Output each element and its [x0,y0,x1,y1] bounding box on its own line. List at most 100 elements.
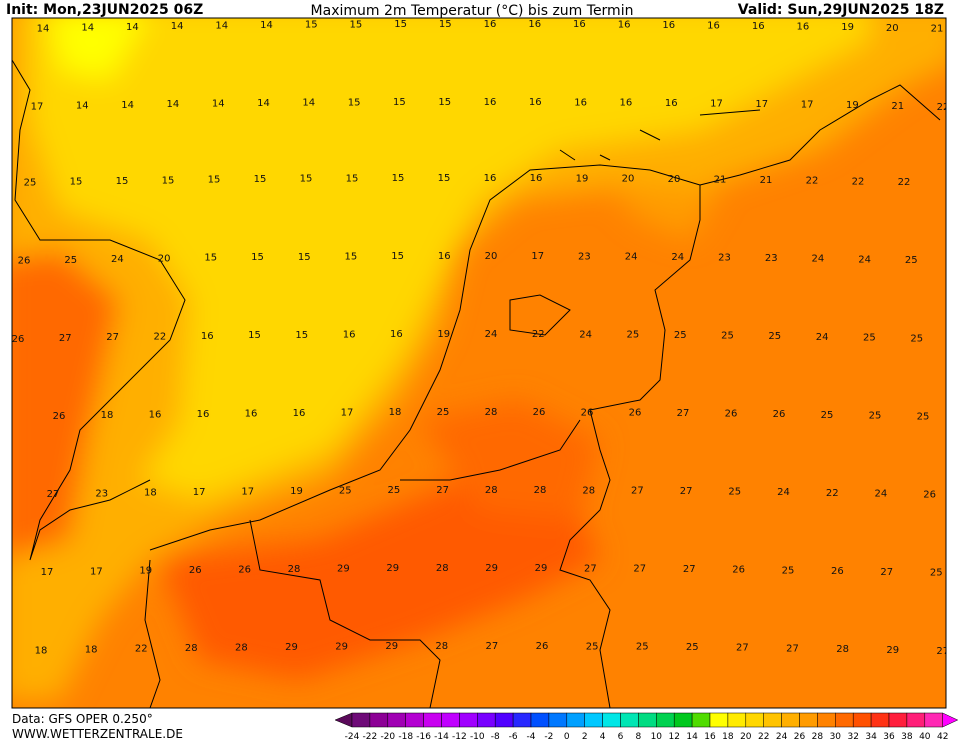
grid-value: 25 [388,485,401,496]
grid-value: 16 [343,329,356,340]
colorbar-label: -18 [398,732,413,741]
colorbar-label: 10 [651,732,663,741]
grid-value: 16 [573,19,586,30]
grid-value: 16 [438,251,451,262]
grid-value: 25 [586,641,599,652]
grid-value: 23 [578,251,591,262]
grid-value: 22 [806,176,819,187]
colorbar-box [512,712,532,728]
colorbar-box [763,712,782,728]
colorbar-label: 12 [668,732,679,741]
grid-value: 29 [886,645,899,656]
grid-value: 25 [437,407,450,418]
colorbar-label: -16 [416,732,431,741]
grid-value: 28 [534,485,547,496]
grid-value: 29 [385,641,398,652]
grid-value: 25 [768,331,781,342]
grid-value: 19 [841,22,854,33]
grid-value: 16 [484,173,497,184]
colorbar-box [852,712,872,728]
colorbar-label: -4 [527,732,536,741]
grid-value: 26 [189,565,202,576]
grid-value: 20 [485,251,498,262]
grid-value: 25 [821,410,834,421]
grid-value: 25 [905,255,918,266]
grid-value: 25 [686,642,699,653]
grid-value: 17 [531,251,544,262]
grid-value: 15 [348,97,361,108]
grid-value: 19 [290,486,303,497]
grid-value: 14 [257,98,270,109]
grid-value: 22 [826,488,839,499]
grid-value: 27 [936,646,949,657]
grid-value: 27 [436,485,449,496]
grid-value: 21 [714,174,727,185]
grid-value: 20 [668,174,681,185]
colorbar-label: -6 [509,732,518,741]
colorbar-box [656,712,675,728]
grid-value: 24 [816,332,829,343]
grid-value: 27 [736,643,749,654]
grid-value: 28 [485,407,498,418]
grid-value: 25 [782,565,795,576]
grid-value: 17 [31,101,44,112]
grid-value: 15 [438,97,451,108]
grid-value: 17 [41,567,54,578]
grid-value: 14 [121,100,134,111]
grid-value: 28 [185,643,198,654]
grid-value: 24 [671,252,684,263]
grid-value: 15 [295,330,308,341]
grid-value: 16 [574,97,587,108]
grid-value: 16 [620,98,633,109]
colorbar-label: 28 [812,732,824,741]
grid-value: 18 [144,488,157,499]
grid-value: 26 [923,490,936,501]
grid-value: 28 [435,641,448,652]
grid-value: 15 [392,173,405,184]
colorbar-box [673,712,693,728]
colorbar-box [906,712,926,728]
colorbar-label: -22 [363,732,378,741]
grid-value: 27 [59,333,72,344]
grid-value: 15 [70,177,83,188]
grid-value: 15 [305,20,318,31]
grid-value: 26 [831,566,844,577]
grid-value: 17 [193,487,206,498]
colorbar-label: 34 [865,732,877,741]
colorbar-label: 0 [564,732,570,741]
grid-value: 29 [386,563,399,574]
colorbar-label: 16 [704,732,716,741]
grid-value: 24 [579,329,592,340]
colorbar-box [369,712,389,728]
grid-value: 24 [485,329,498,340]
grid-value: 26 [12,334,25,345]
colorbar-label: -20 [380,732,395,741]
colorbar-label: 26 [794,732,806,741]
map-title: Maximum 2m Temperatur (°C) bis zum Termi… [311,3,634,19]
temperature-field: 14 14 14 14 14 14 15 15 15 15 16 16 16 16 16 16 16 16 19 20… [12,18,949,708]
grid-value: 15 [300,174,313,185]
grid-value: 28 [235,642,248,653]
grid-value: 16 [665,98,678,109]
grid-value: 26 [773,409,786,420]
grid-value: 15 [345,251,358,262]
colorbar-box [387,712,406,728]
grid-value: 23 [765,253,778,264]
grid-value: 21 [891,101,904,112]
colorbar-label: -14 [434,732,449,741]
colorbar-box [709,712,729,728]
colorbar-label: 8 [636,732,642,741]
grid-value: 14 [167,99,180,110]
colorbar-box [441,712,460,728]
colorbar-box [459,712,478,728]
grid-value: 26 [581,407,594,418]
grid-value: 25 [339,485,352,496]
grid-value: 22 [532,329,545,340]
grid-value: 16 [201,331,214,342]
colorbar-box [924,712,943,728]
grid-value: 22 [852,176,865,187]
grid-value: 25 [24,178,37,189]
colorbar-box [781,712,800,728]
grid-value: 16 [390,329,403,340]
colorbar-arrow [334,712,353,728]
